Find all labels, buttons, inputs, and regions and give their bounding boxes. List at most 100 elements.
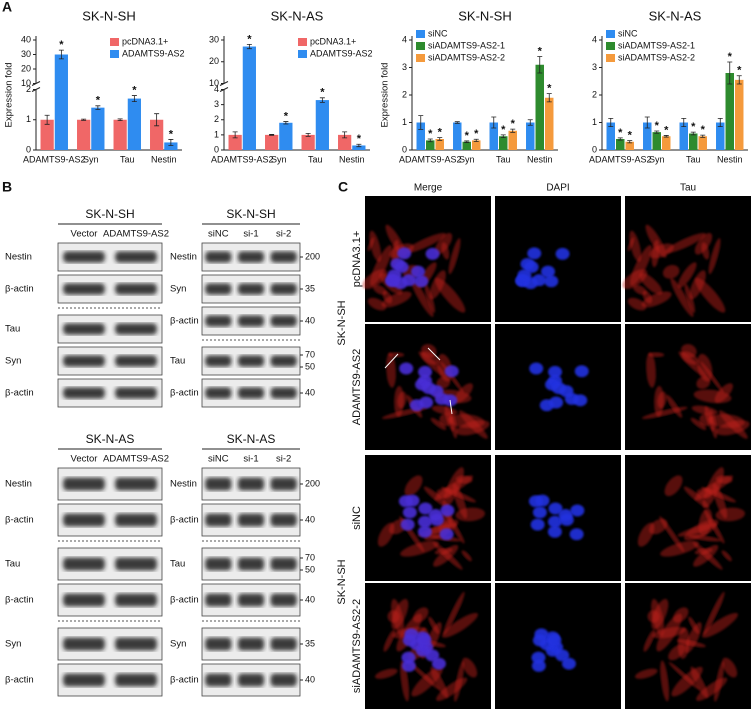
- nucleus: [541, 265, 556, 278]
- significance-mark: *: [465, 130, 470, 142]
- legend-swatch: [110, 38, 119, 46]
- blot-band: [237, 513, 265, 527]
- blot-band: [270, 315, 297, 327]
- error-bar: [717, 117, 723, 128]
- legend-swatch: [298, 50, 307, 58]
- tau-stain: [697, 353, 713, 382]
- error-bar: [510, 128, 516, 133]
- blot-band: [237, 315, 265, 327]
- blot-row-label: β-actin: [170, 388, 199, 399]
- y-axis-label: Expression fold: [380, 63, 391, 128]
- y-tick-label: 20: [209, 56, 219, 66]
- error-bar: [95, 105, 101, 110]
- legend-label: siADAMTS9-AS2-1: [428, 40, 505, 50]
- blot-band: [270, 251, 297, 263]
- blot-band: [270, 513, 297, 527]
- tau-stain: [627, 237, 635, 252]
- blot-band: [205, 637, 232, 651]
- micrograph: [495, 196, 621, 322]
- error-bar: [491, 116, 497, 129]
- tau-stain: [639, 272, 663, 295]
- error-bar: [283, 121, 289, 125]
- tau-stain: [424, 283, 436, 313]
- y-tick-label: 40: [21, 34, 31, 44]
- nucleus: [444, 365, 459, 378]
- error-bar: [305, 132, 311, 137]
- blot-row-label: Nestin: [5, 252, 32, 263]
- bar: [471, 140, 481, 150]
- y-tick-label: 1: [26, 114, 31, 124]
- tau-stain: [421, 351, 439, 365]
- marker-label: 40: [305, 387, 315, 397]
- marker-label: 40: [305, 594, 315, 604]
- bar: [164, 142, 178, 150]
- blot-row-label: β-actin: [170, 595, 199, 606]
- nucleus: [570, 504, 585, 517]
- nucleus: [428, 508, 443, 521]
- tau-stain: [462, 657, 478, 678]
- blot-band: [237, 251, 265, 263]
- bar: [91, 107, 105, 150]
- blot-band: [115, 283, 157, 295]
- blot-band: [115, 355, 157, 367]
- tau-stain: [637, 522, 655, 547]
- tau-stain: [374, 668, 398, 679]
- x-tick-label: ADAMTS9-AS2: [589, 154, 652, 164]
- tau-stain: [721, 550, 732, 562]
- bar: [435, 139, 444, 150]
- nucleus: [417, 525, 432, 538]
- blot-title: SK-N-SH: [226, 207, 275, 221]
- legend-label: siADAMTS9-AS2-1: [618, 40, 695, 50]
- blot-band: [115, 593, 157, 607]
- error-bar: [464, 140, 470, 143]
- significance-mark: *: [664, 124, 669, 136]
- legend-swatch: [606, 42, 615, 50]
- tau-stain: [652, 626, 686, 639]
- significance-mark: *: [628, 130, 633, 142]
- blot-band: [205, 673, 232, 687]
- y-tick-label: 3: [592, 62, 597, 72]
- blot-band: [205, 355, 232, 367]
- blot-band: [237, 387, 265, 399]
- x-tick-label: Syn: [459, 154, 475, 164]
- tau-stain: [633, 284, 647, 295]
- significance-mark: *: [728, 51, 733, 63]
- tau-stain: [701, 242, 710, 260]
- tau-stain: [441, 486, 477, 503]
- arrow: [449, 399, 453, 415]
- tau-stain: [404, 475, 423, 497]
- error-bar: [454, 121, 460, 124]
- nucleus: [418, 365, 433, 378]
- blot-row-label: β-actin: [5, 595, 34, 606]
- error-bar: [269, 134, 275, 136]
- blot-row-label: Nestin: [5, 479, 32, 490]
- significance-mark: *: [655, 120, 660, 132]
- nucleus: [394, 260, 409, 273]
- lane-label: siNC: [208, 229, 229, 240]
- nucleus: [528, 495, 543, 508]
- blot-row-label: Nestin: [170, 252, 197, 263]
- blot-band: [237, 673, 265, 687]
- nucleus: [548, 365, 563, 378]
- tau-stain: [444, 509, 465, 544]
- tau-stain: [701, 486, 737, 503]
- error-bar: [608, 117, 614, 128]
- tau-stain: [370, 244, 393, 286]
- chart-title: SK-N-SH: [82, 8, 135, 23]
- error-bar: [736, 75, 742, 85]
- blot-band: [115, 637, 157, 651]
- blot-row-label: β-actin: [170, 316, 199, 327]
- blot-band: [270, 557, 297, 571]
- nucleus: [574, 365, 589, 378]
- y-tick-label: 3: [214, 99, 219, 109]
- bar: [77, 119, 91, 150]
- blot-title: SK-N-AS: [86, 432, 135, 446]
- bar: [462, 141, 471, 150]
- blot-band: [270, 355, 297, 367]
- bar: [535, 64, 544, 150]
- error-bar: [168, 139, 174, 146]
- tau-stain: [408, 661, 440, 690]
- tau-stain: [695, 277, 726, 313]
- tau-stain: [670, 277, 694, 317]
- error-bar: [546, 93, 552, 103]
